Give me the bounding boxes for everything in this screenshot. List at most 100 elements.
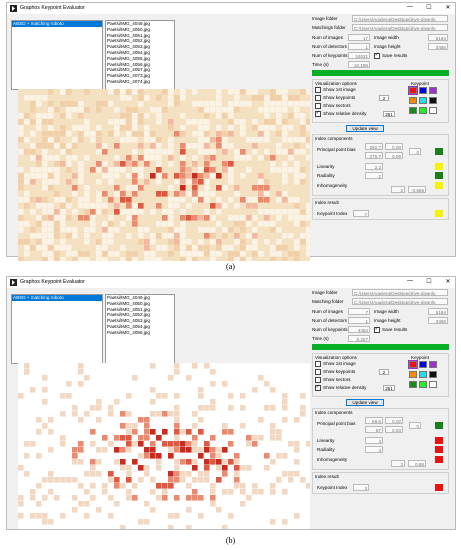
- keypoint-size-spinner[interactable]: 2: [379, 369, 389, 375]
- detector-list-item-selected[interactable]: ABSD + matching roboto: [12, 295, 102, 301]
- file-list-item[interactable]: Paetsi/IMG_4049.jpg: [107, 21, 150, 26]
- keypoint-color-swatch[interactable]: [409, 381, 417, 388]
- heatmap-cell: [36, 167, 42, 173]
- heatmap-cell: [276, 239, 282, 245]
- file-list-item[interactable]: Paetsi/IMG_4055.jpg: [107, 55, 150, 61]
- file-list-item[interactable]: Paetsi/IMG_4073.jpg: [107, 73, 150, 79]
- keypoint-color-swatch[interactable]: [409, 107, 417, 114]
- maximize-button[interactable]: ☐: [426, 5, 432, 11]
- file-list-item[interactable]: Paetsi/IMG_4057.jpg: [107, 67, 150, 73]
- image-file-list[interactable]: Paetsi/IMG_4049.jpg Paetsi/IMG_4050.jpg Pa…: [105, 20, 175, 90]
- file-list-item[interactable]: Paetsi/IMG_4054.jpg: [107, 323, 150, 329]
- heatmap-cell: [282, 489, 288, 495]
- file-list-item[interactable]: Paetsi/IMG_4051.jpg: [107, 32, 150, 38]
- heatmap-cell: [36, 143, 42, 149]
- option-show-density[interactable]: Show relative density: [315, 110, 366, 117]
- keypoint-color-swatch[interactable]: [429, 381, 437, 388]
- heatmap-cell: [30, 155, 36, 161]
- file-list-item[interactable]: Paetsi/IMG_4052.jpg: [107, 38, 150, 44]
- heatmap-cell: [240, 89, 246, 95]
- save-results-checkbox[interactable]: Save results: [374, 326, 407, 333]
- file-list-item[interactable]: Paetsi/IMG_4050.jpg: [107, 26, 150, 32]
- keypoint-color-swatch[interactable]: [429, 107, 437, 114]
- matching-folder-field[interactable]: C:/Users/Aguilera/Desktop/drive-downlo: [352, 298, 448, 305]
- heatmap-cell: [186, 441, 192, 447]
- keypoint-color-swatch[interactable]: [429, 97, 437, 104]
- heatmap-cell: [120, 525, 126, 531]
- heatmap-cell: [228, 143, 234, 149]
- option-show-first[interactable]: Show 1st image: [315, 87, 356, 93]
- keypoint-color-swatch[interactable]: [429, 87, 437, 94]
- keypoint-color-swatch[interactable]: [409, 371, 417, 378]
- heatmap-cell: [228, 227, 234, 233]
- density-spinner[interactable]: 251: [383, 111, 395, 117]
- file-list-item[interactable]: Paetsi/IMG_4053.jpg: [107, 44, 150, 50]
- image-folder-field[interactable]: C:/Users/Aguilera/Desktop/drive-downlo: [352, 15, 448, 22]
- update-view-button[interactable]: Update view: [346, 125, 384, 132]
- option-show-density[interactable]: Show relative density: [315, 384, 366, 391]
- heatmap-cell: [66, 197, 72, 203]
- keypoint-color-swatch[interactable]: [419, 107, 427, 114]
- heatmap-cell: [192, 441, 198, 447]
- detector-list[interactable]: ABSD + matching roboto: [11, 294, 103, 364]
- heatmap-cell: [120, 221, 126, 227]
- keypoint-color-swatch[interactable]: [419, 361, 427, 368]
- heatmap-cell: [204, 447, 210, 453]
- file-list-item[interactable]: Paetsi/IMG_4054.jpg: [107, 49, 150, 55]
- heatmap-cell: [300, 411, 306, 417]
- detector-list-item-selected[interactable]: ABSD + matching roboto: [12, 21, 102, 27]
- keypoint-color-swatch[interactable]: [419, 87, 427, 94]
- heatmap-cell: [18, 167, 24, 173]
- option-show-sectors[interactable]: Show sectors: [315, 377, 351, 383]
- title-bar[interactable]: Graphos Keypoint Evaluator — ☐ ✕: [7, 277, 455, 288]
- image-file-list[interactable]: Paetsi/IMG_4049.jpg Paetsi/IMG_4050.jpg Pa…: [105, 294, 175, 364]
- keypoint-color-swatch[interactable]: [408, 360, 418, 369]
- close-button[interactable]: ✕: [445, 5, 451, 11]
- file-list-item[interactable]: Paetsi/IMG_4051.jpg: [107, 306, 150, 312]
- heatmap-cell: [162, 215, 168, 221]
- file-list-item[interactable]: Paetsi/IMG_4052.jpg: [107, 312, 150, 318]
- density-spinner[interactable]: 251: [383, 385, 395, 391]
- heatmap-cell: [132, 251, 138, 257]
- file-list-item[interactable]: Paetsi/IMG_4050.jpg: [107, 300, 150, 306]
- title-bar[interactable]: Graphos Keypoint Evaluator — ☐ ✕: [7, 3, 455, 14]
- heatmap-cell: [72, 155, 78, 161]
- file-list-item[interactable]: Paetsi/IMG_4049.jpg: [107, 295, 150, 300]
- keypoint-color-swatch[interactable]: [429, 371, 437, 378]
- file-list-item[interactable]: Paetsi/IMG_4056.jpg: [107, 61, 150, 67]
- detector-list[interactable]: ABSD + matching roboto: [11, 20, 103, 90]
- keypoint-color-swatch[interactable]: [419, 371, 427, 378]
- keypoint-color-swatch[interactable]: [419, 97, 427, 104]
- heatmap-cell: [246, 435, 252, 441]
- heatmap-cell: [210, 233, 216, 239]
- option-show-keypoints[interactable]: Show keypoints: [315, 369, 355, 375]
- heatmap-cell: [96, 197, 102, 203]
- file-list-item[interactable]: Paetsi/IMG_4074.jpg: [107, 78, 150, 84]
- matching-folder-field[interactable]: C:/Users/Aguilera/Desktop/drive-downlo: [352, 24, 448, 31]
- minimize-button[interactable]: —: [407, 278, 413, 284]
- minimize-button[interactable]: —: [407, 4, 413, 10]
- heatmap-cell: [192, 185, 198, 191]
- option-show-first[interactable]: Show 1st image: [315, 361, 356, 367]
- keypoint-color-swatch[interactable]: [409, 97, 417, 104]
- update-view-button[interactable]: Update view: [346, 399, 384, 406]
- save-results-checkbox[interactable]: Save results: [374, 52, 407, 59]
- keypoint-color-swatch[interactable]: [429, 361, 437, 368]
- heatmap-cell: [174, 239, 180, 245]
- visualization-options-group: Visualization options Keypoint Show 1st im…: [312, 353, 449, 397]
- heatmap-cell: [96, 137, 102, 143]
- heatmap-cell: [156, 453, 162, 459]
- file-list-item[interactable]: Paetsi/IMG_4053.jpg: [107, 318, 150, 324]
- heatmap-cell: [282, 119, 288, 125]
- keypoint-size-spinner[interactable]: 2: [379, 95, 389, 101]
- heatmap-cell: [120, 95, 126, 101]
- option-show-sectors[interactable]: Show sectors: [315, 103, 351, 109]
- keypoint-color-swatch[interactable]: [419, 381, 427, 388]
- maximize-button[interactable]: ☐: [426, 279, 432, 285]
- file-list-item[interactable]: Paetsi/IMG_4055.jpg: [107, 329, 150, 335]
- close-button[interactable]: ✕: [445, 279, 451, 285]
- check-icon: [374, 52, 380, 59]
- image-folder-field[interactable]: C:/Users/Aguilera/Desktop/drive-downlo: [352, 289, 448, 296]
- option-show-keypoints[interactable]: Show keypoints: [315, 95, 355, 101]
- keypoint-color-swatch[interactable]: [408, 86, 418, 95]
